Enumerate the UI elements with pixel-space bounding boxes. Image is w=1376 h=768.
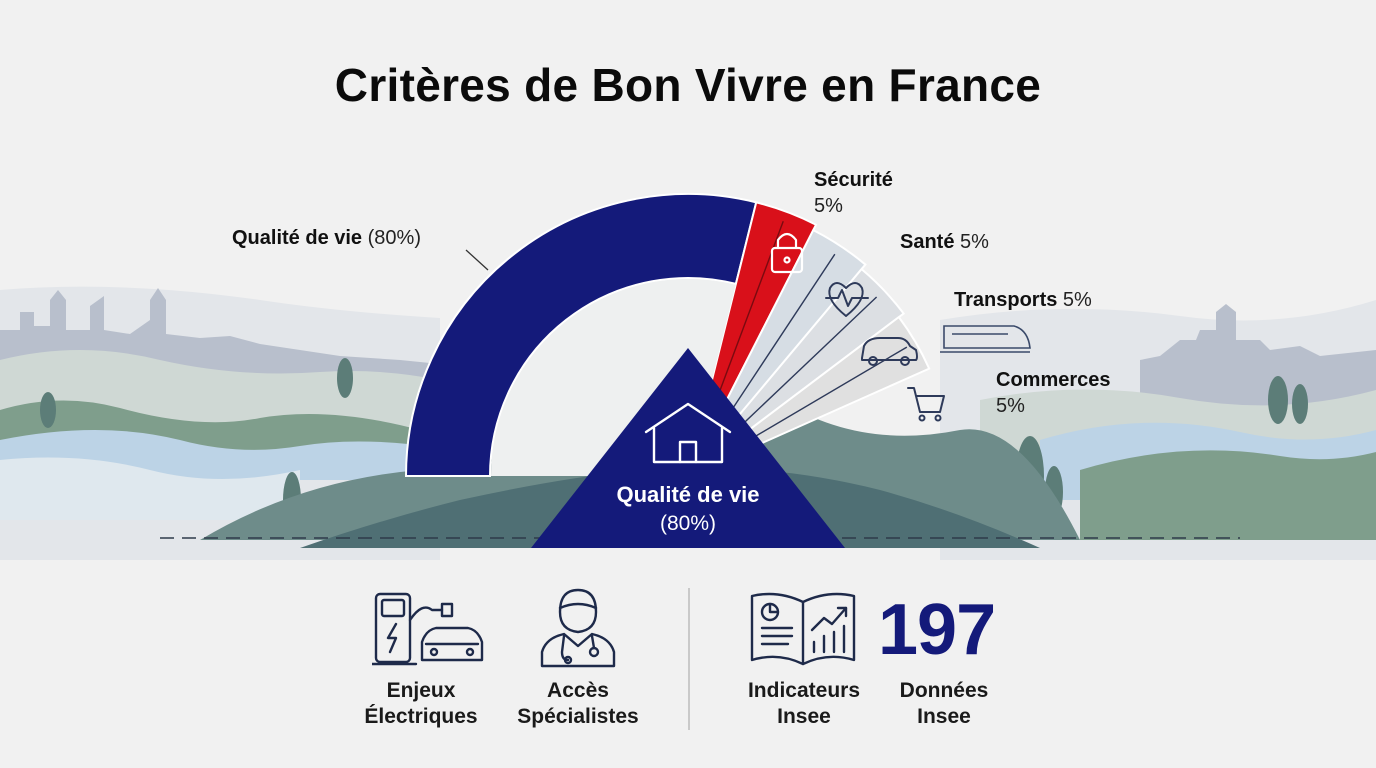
- leader-lines: [711, 220, 908, 442]
- center-triangle: Qualité de vie (80%): [531, 348, 845, 548]
- slice-value-commerces: 5%: [996, 395, 1025, 417]
- big-number: 197: [878, 590, 996, 670]
- label-donnees-insee: Données Insee: [899, 679, 989, 728]
- slice-leader-4: [747, 346, 908, 442]
- slice-label-transports: Transports 5%: [954, 289, 1092, 311]
- divider: [688, 588, 690, 730]
- slice-value-securite: 5%: [814, 195, 843, 217]
- slice-label-sante: Santé 5%: [900, 231, 989, 253]
- leader-line-qualite: [465, 249, 489, 271]
- slice-label-commerces: Commerces: [996, 369, 1111, 391]
- heart-pulse-icon: [825, 282, 869, 317]
- slice-0: [404, 193, 758, 477]
- doctor-icon: [540, 588, 616, 668]
- slice-leader-3: [738, 296, 878, 429]
- house-icon: [644, 402, 732, 464]
- center-value-label: (80%): [660, 512, 716, 535]
- label-indicateurs-insee: Indicateurs Insee: [747, 679, 861, 728]
- padlock-icon: [770, 232, 804, 274]
- ev-charger-car-icon: [372, 592, 484, 666]
- train-icon: [940, 325, 1031, 353]
- car-icon: [861, 337, 918, 366]
- slice-label-qualite-de-vie: Qualité de vie (80%): [232, 227, 421, 249]
- page-title: Critères de Bon Vivre en France: [334, 59, 1042, 111]
- label-acces-specialistes: Accès Spécialistes: [517, 679, 639, 728]
- slice-leader-2: [726, 253, 836, 419]
- open-book-chart-icon: [750, 592, 856, 666]
- center-label: Qualité de vie: [616, 482, 759, 507]
- cart-icon: [907, 387, 945, 422]
- donut-slices: [404, 193, 931, 477]
- label-enjeux-electriques: Enjeux Électriques: [364, 679, 478, 728]
- slice-label-securite: Sécurité: [814, 169, 893, 191]
- landscape-background: [0, 286, 1376, 560]
